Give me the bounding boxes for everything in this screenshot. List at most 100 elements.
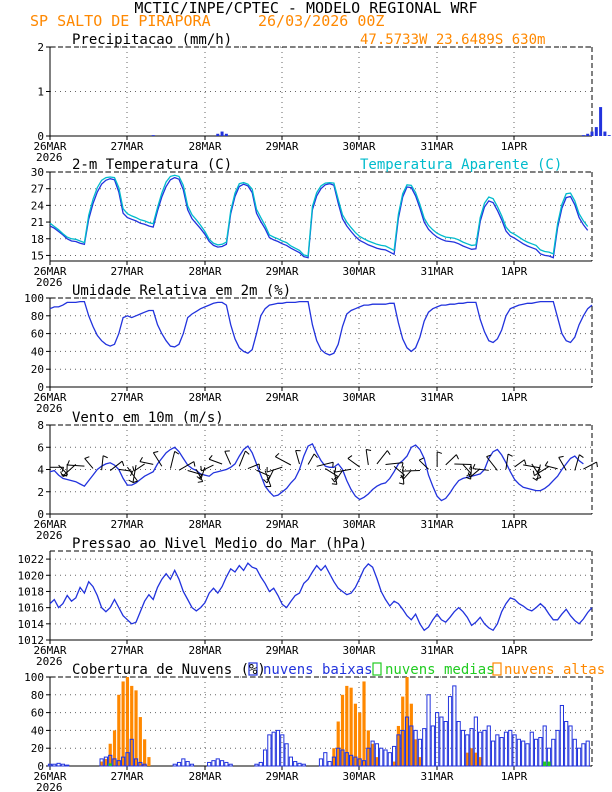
wind-barb: [247, 463, 260, 470]
cloud-bar-high: [358, 712, 362, 766]
x-tick-label: 31MAR: [420, 391, 453, 404]
x-tick-label: 27MAR: [110, 391, 143, 404]
series-line: [49, 176, 589, 259]
cloud-bar-low: [576, 747, 582, 767]
cloud-bar-low: [262, 749, 268, 767]
wind-barb: [534, 466, 550, 477]
y-tick-label: 18: [31, 233, 44, 246]
cloud-bar-low: [404, 716, 410, 767]
x-tick-label: 1APR: [501, 644, 528, 657]
cloud-bar-low: [103, 756, 109, 767]
wind-barb: [316, 461, 334, 467]
cloud-bar-high: [336, 721, 340, 766]
x-tick-label: 26MAR: [33, 140, 66, 153]
wind-barb-flag: [398, 482, 404, 485]
wind-barb: [334, 468, 352, 473]
wind-barb-flag: [418, 457, 424, 461]
cloud-bar-low: [581, 743, 586, 767]
y-tick-label: 27: [31, 183, 44, 196]
x-tick-label: 28MAR: [188, 518, 221, 531]
cloud-bar-low: [396, 734, 401, 767]
wind-barb: [385, 462, 404, 466]
cloud-bar-low: [482, 729, 487, 767]
x-tick-label: 31MAR: [420, 518, 453, 531]
x-tick-label: 28MAR: [188, 770, 221, 783]
x-tick-label: 31MAR: [420, 770, 453, 783]
wind-barb-flag: [507, 453, 513, 457]
cloud-bar-high: [474, 752, 478, 766]
wind-barb: [583, 461, 597, 470]
legend-label: nuvens medias: [385, 662, 495, 678]
x-tick-label: 26MAR: [33, 644, 66, 657]
cloud-bar-low: [336, 747, 341, 767]
cloud-bar-mid: [543, 761, 547, 766]
cloud-bar-low: [392, 745, 397, 767]
wind-barb-flag: [196, 476, 202, 480]
wind-barb-flag: [208, 455, 213, 460]
cloud-bar-low: [224, 761, 229, 767]
cloud-bar-high: [147, 757, 151, 766]
cloud-bar-low: [387, 752, 392, 767]
cloud-bar-high: [375, 757, 379, 766]
y-tick-label: 15: [31, 249, 44, 262]
precip-bar: [216, 133, 220, 136]
x-tick-label: 27MAR: [110, 644, 143, 657]
series-line: [49, 562, 593, 632]
wind-barb: [523, 464, 540, 469]
panel-4: [46, 424, 598, 518]
x-tick-label: 26MAR: [33, 518, 66, 531]
wind-barb-flag: [400, 474, 405, 479]
panel-title: Cobertura de Nuvens (%): [72, 662, 266, 678]
cloud-bar-high: [340, 694, 345, 766]
wind-barb-flag: [60, 471, 64, 477]
x-year-label: 2026: [36, 276, 63, 289]
cloud-bar-low: [430, 725, 435, 767]
legend-label: nuvens baixas: [263, 662, 373, 678]
cloud-bar-high: [130, 685, 134, 766]
wind-barb-flag: [347, 455, 353, 459]
legend-swatch: [372, 662, 382, 676]
wind-barb: [418, 459, 429, 470]
y-tick-label: 21: [31, 216, 44, 229]
wind-barb: [402, 470, 420, 472]
y-tick-label: 1016: [18, 602, 45, 615]
wind-barb-flag: [331, 483, 337, 485]
y-tick-label: 0: [37, 381, 44, 394]
panel-title: 2-m Temperatura (C): [72, 157, 232, 173]
cloud-bar-low: [297, 762, 302, 767]
cloud-bar-low: [499, 737, 504, 767]
wind-barb-flag: [579, 454, 584, 458]
wind-barb-flag: [197, 481, 203, 483]
x-tick-label: 31MAR: [420, 265, 453, 278]
wind-barb-flag: [596, 461, 598, 468]
cloud-bar-low: [267, 734, 272, 767]
wind-barb: [195, 469, 204, 482]
x-year-label: 2026: [36, 151, 63, 164]
y-tick-label: 1020: [18, 569, 45, 582]
cloud-bar-low: [370, 740, 375, 767]
panel-5: [46, 550, 593, 644]
y-tick-label: 30: [31, 166, 44, 179]
cloud-bar-low: [542, 725, 547, 767]
cloud-bar-low: [555, 729, 560, 767]
wind-barb-flag: [400, 474, 404, 480]
cloud-bar-low: [125, 752, 130, 767]
x-tick-label: 27MAR: [110, 140, 143, 153]
cloud-bar-low: [366, 747, 371, 767]
y-tick-label: 100: [24, 671, 44, 684]
wind-barb: [178, 461, 195, 471]
wind-barb-flag: [84, 456, 90, 459]
y-tick-label: 1: [37, 86, 44, 99]
cloud-bar-high: [104, 758, 108, 766]
wind-barb: [152, 452, 163, 467]
run-date: 26/03/2026 00Z: [258, 12, 384, 30]
cloud-bar-low: [99, 758, 104, 767]
legend-label: Temperatura Aparente (C): [360, 157, 562, 173]
cloud-bar-low: [172, 763, 177, 767]
cloud-bar-high: [125, 677, 130, 766]
cloud-bar-low: [426, 694, 431, 767]
cloud-bar-low: [409, 725, 414, 767]
cloud-bar-low: [116, 760, 121, 767]
wind-barb-flag: [334, 467, 337, 473]
cloud-bar-high: [414, 739, 418, 766]
